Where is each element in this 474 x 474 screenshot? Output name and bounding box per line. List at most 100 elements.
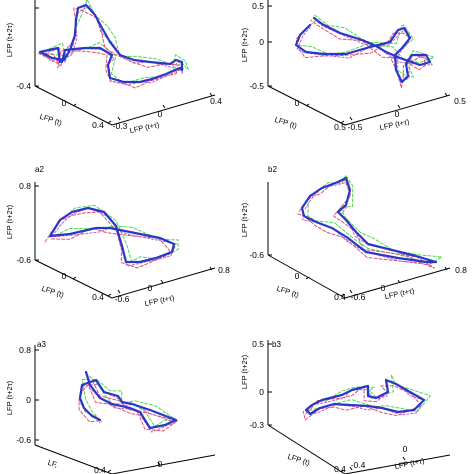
y-tick-label: 0.8 <box>218 265 230 275</box>
blue-trajectory <box>300 176 438 264</box>
z-axis-label: LFP (t+2τ) <box>5 380 14 415</box>
z-tick-label: -0.6 <box>249 250 264 260</box>
red-trajectory <box>302 385 423 421</box>
z-tick-label: 0.5 <box>252 339 264 349</box>
y-tick-label: 0 <box>158 459 163 469</box>
panel-label: a2 <box>35 165 44 174</box>
z-tick-label: -0.3 <box>249 420 264 430</box>
y-axis <box>344 454 451 474</box>
y-tick <box>209 266 213 271</box>
x-tick-label: 0 <box>62 271 67 281</box>
x-tick <box>107 293 112 297</box>
y-tick <box>397 104 401 109</box>
red-trajectory <box>44 211 171 269</box>
x-tick <box>340 120 345 124</box>
magenta-trajectory <box>42 5 184 86</box>
z-tick-label: -0.4 <box>16 81 31 91</box>
y-tick <box>162 104 166 109</box>
y-tick <box>402 456 406 461</box>
x-tick <box>72 276 77 280</box>
x-axis-label: LFP (t) <box>39 112 64 128</box>
x-tick <box>305 103 310 107</box>
x-tick <box>107 120 112 124</box>
y-axis <box>344 94 451 126</box>
x-tick-label: 0 <box>295 98 300 108</box>
y-axis-label: LFP (t+τ) <box>144 293 176 308</box>
x-axis-label: LFP (t) <box>287 452 312 468</box>
red-trajectory <box>37 7 183 89</box>
z-axis-label: LFP (t+2τ) <box>5 204 14 239</box>
x-axis-label: LF, <box>47 458 59 470</box>
y-axis <box>111 454 216 474</box>
x-tick-label: 0.5 <box>334 122 346 132</box>
x-axis-label: LFP (t) <box>276 284 301 300</box>
green-trajectory <box>39 0 189 84</box>
x-tick <box>340 469 345 473</box>
y-tick-label: 0 <box>148 283 153 293</box>
y-axis-label: LFP (t+τ) <box>379 117 411 132</box>
x-axis <box>267 254 346 299</box>
z-tick-label: -0.5 <box>249 81 264 91</box>
y-tick <box>209 92 213 97</box>
y-tick-label: -0.6 <box>115 294 130 304</box>
x-axis-label: LFP (t) <box>274 115 299 131</box>
x-axis-label: LFP (t) <box>41 284 66 300</box>
x-tick-label: 0 <box>295 271 300 281</box>
blue-trajectory <box>294 16 432 84</box>
y-tick <box>444 266 448 271</box>
y-axis <box>111 94 216 126</box>
blue-trajectory <box>78 370 178 430</box>
z-tick-label: -0.6 <box>16 255 31 265</box>
y-tick-label: 0 <box>403 444 408 454</box>
y-tick <box>349 116 353 121</box>
x-tick <box>72 103 77 107</box>
attractor-curves <box>37 0 443 433</box>
y-tick <box>117 116 121 121</box>
y-tick-label: -0.6 <box>351 292 366 302</box>
z-axis-label: LFP (t+2τ) <box>240 202 249 237</box>
y-tick <box>117 289 121 294</box>
axes-layer: -0.4 0 0.4 -0.3 0 0.4 LFP (t+2τ) LFP (t) LFP (t+… <box>5 0 467 474</box>
blue-trajectory <box>38 3 184 84</box>
x-tick-label: 0.4 <box>334 464 346 474</box>
z-axis-label: LFP (t+2τ) <box>5 22 14 57</box>
y-tick-label: -0.3 <box>113 121 128 131</box>
y-tick <box>444 92 448 97</box>
z-tick-label: 0 <box>26 395 31 405</box>
panel-label: a3 <box>37 340 46 349</box>
y-axis <box>344 267 451 299</box>
green-trajectory <box>53 204 179 262</box>
x-tick-label: 0.4 <box>334 292 346 302</box>
green-trajectory <box>295 14 435 78</box>
y-tick-label: 0 <box>395 109 400 119</box>
x-tick-label: 0.4 <box>92 292 104 302</box>
x-tick <box>305 276 310 280</box>
y-tick <box>397 279 401 284</box>
z-axis-label: LFP (t+2τ) <box>240 354 249 389</box>
z-tick-label: 0.5 <box>252 1 264 11</box>
panel-label: b2 <box>268 165 277 174</box>
y-tick <box>160 279 164 284</box>
x-tick-label: 0.4 <box>92 120 104 130</box>
magenta-trajectory <box>48 207 177 267</box>
z-tick-label: 0 <box>259 37 264 47</box>
z-axis-label: LFP (t+2τ) <box>240 27 249 62</box>
y-tick-label: 0 <box>158 109 163 119</box>
y-tick-label: 0.5 <box>454 96 466 106</box>
y-tick <box>157 461 161 466</box>
x-tick <box>340 293 345 297</box>
y-tick-label: -0.4 <box>351 460 366 470</box>
y-axis-label: LFP (t+τ) <box>394 456 426 471</box>
x-tick-label: 0 <box>62 98 67 108</box>
z-tick-label: -0.6 <box>16 435 31 445</box>
y-axis-label: LFP (t+τ) <box>384 286 416 301</box>
y-tick <box>349 289 353 294</box>
y-tick-label: 0.4 <box>210 96 222 106</box>
y-axis-label: LFP (t+τ) <box>129 120 161 135</box>
x-tick-label: 0.4 <box>94 465 106 474</box>
x-axis <box>34 444 113 474</box>
y-axis <box>111 267 216 299</box>
y-tick-label: 0.8 <box>455 265 467 275</box>
y-tick-label: 0 <box>381 283 386 293</box>
